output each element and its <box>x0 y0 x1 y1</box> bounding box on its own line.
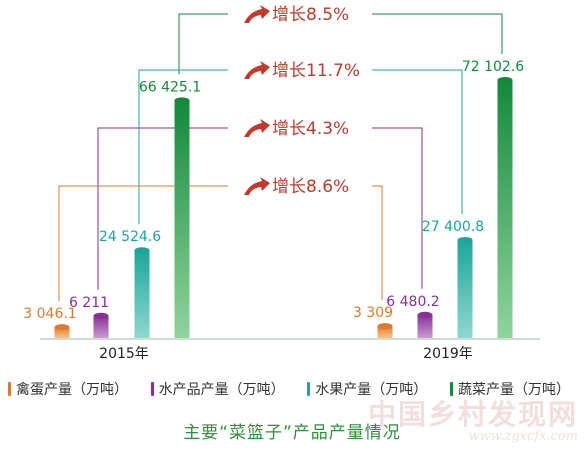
value-label-aquatic-2015: 6 211 <box>69 295 109 311</box>
bar-fruit-2019 <box>457 239 473 338</box>
bar-fruit-2015 <box>134 250 150 338</box>
bar-cap-aquatic-2019 <box>417 311 433 318</box>
legend: 禽蛋产量（万吨） 水产品产量（万吨） 水果产量（万吨） 蔬菜产量（万吨） <box>0 378 584 400</box>
watermark-logo: 中国乡村发现网 www.zgxcfx.com <box>368 400 578 444</box>
bar-cap-vegetables-2019 <box>497 77 513 83</box>
value-label-vegetables-2015: 66 425.1 <box>139 79 201 95</box>
legend-item-eggs: 禽蛋产量（万吨） <box>8 378 128 400</box>
legend-item-aquatic: 水产品产量（万吨） <box>150 378 285 400</box>
legend-swatch-aquatic <box>150 382 154 396</box>
bar-vegetables-2019 <box>497 80 513 338</box>
bar-aquatic-2019 <box>417 314 433 338</box>
value-label-eggs-2019: 3 309 <box>353 305 393 321</box>
watermark-sub: www.zgxcfx.com <box>468 429 578 444</box>
growth-arrow-icon <box>244 61 270 79</box>
value-labels: 3 046.1 3 309 6 211 6 480.2 24 524.6 27 400.8… <box>23 59 524 322</box>
bar-cap-vegetables-2015 <box>174 97 190 104</box>
value-label-vegetables-2019: 72 102.6 <box>462 59 524 75</box>
bar-cap-fruit-2019 <box>457 236 473 243</box>
bar-cap-eggs-2019 <box>377 323 393 330</box>
growth-connector-eggs <box>58 185 383 302</box>
chart-title: 主要“菜篮子”产品产量情况 <box>183 423 401 443</box>
legend-label-fruit: 水果产量（万吨） <box>315 382 428 398</box>
legend-swatch-vegetables <box>449 382 453 396</box>
category-labels: 2015年 2019年 <box>99 346 473 362</box>
bar-cap-fruit-2015 <box>134 247 150 254</box>
legend-item-vegetables: 蔬菜产量（万吨） <box>449 378 570 400</box>
legend-label-vegetables: 蔬菜产量（万吨） <box>457 382 570 398</box>
bar-aquatic-2015 <box>93 315 109 338</box>
value-label-aquatic-2019: 6 480.2 <box>386 294 439 310</box>
growth-label-fruit: 增长11.7% <box>272 61 360 81</box>
bar-eggs-2015 <box>54 327 70 338</box>
bar-eggs-2019 <box>377 326 393 338</box>
growth-labels: 增长8.5% 增长11.7% 增长4.3% 增长8.6% <box>244 5 360 197</box>
watermark-main: 中国乡村发现网 <box>367 398 578 431</box>
value-label-eggs-2015: 3 046.1 <box>23 306 76 322</box>
growth-label-vegetables: 增长8.5% <box>272 5 349 25</box>
growth-connector-fruit <box>138 69 463 225</box>
legend-swatch-fruit <box>307 382 311 396</box>
growth-connectors <box>58 13 503 302</box>
value-label-fruit-2015: 24 524.6 <box>99 229 161 245</box>
growth-arrow-icon <box>244 177 270 195</box>
growth-label-aquatic: 增长4.3% <box>272 119 349 139</box>
bar-cap-aquatic-2015 <box>93 312 109 319</box>
value-label-fruit-2019: 27 400.8 <box>422 219 484 235</box>
chart-area: 3 046.1 3 309 6 211 6 480.2 24 524.6 27 400.8… <box>23 5 540 362</box>
legend-label-eggs: 禽蛋产量（万吨） <box>16 382 128 398</box>
bar-cap-eggs-2015 <box>54 324 70 331</box>
bars <box>40 77 540 340</box>
category-label-2015: 2015年 <box>99 346 149 362</box>
growth-arrow-icon <box>244 5 270 23</box>
growth-label-eggs: 增长8.6% <box>272 177 349 197</box>
bar-vegetables-2015 <box>174 100 190 338</box>
category-label-2019: 2019年 <box>423 346 473 362</box>
legend-swatch-eggs <box>8 382 11 396</box>
legend-label-aquatic: 水产品产量（万吨） <box>158 382 285 398</box>
legend-item-fruit: 水果产量（万吨） <box>307 378 427 400</box>
growth-arrow-icon <box>244 119 270 137</box>
growth-connector-vegetables <box>178 13 503 75</box>
